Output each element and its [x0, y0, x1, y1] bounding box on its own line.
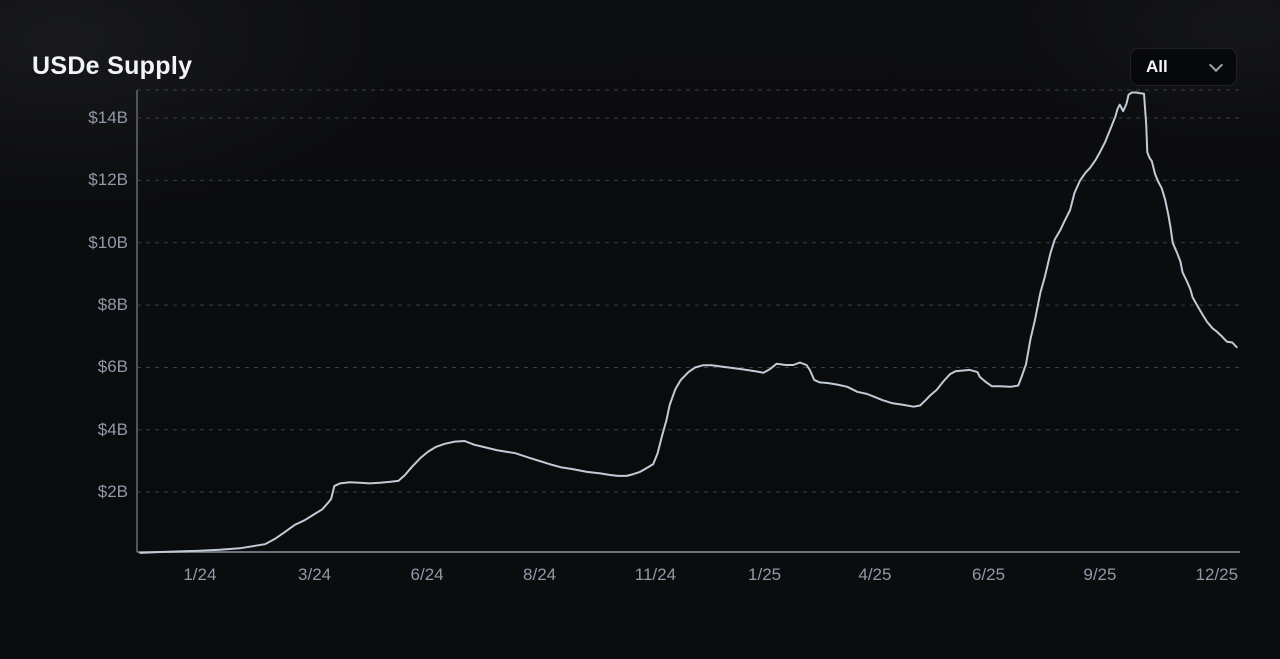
time-range-selected-value: All	[1146, 57, 1168, 76]
supply-series-line	[139, 91, 1238, 554]
time-range-selector[interactable]: All	[1130, 48, 1237, 86]
chart-title: USDe Supply	[32, 52, 193, 80]
